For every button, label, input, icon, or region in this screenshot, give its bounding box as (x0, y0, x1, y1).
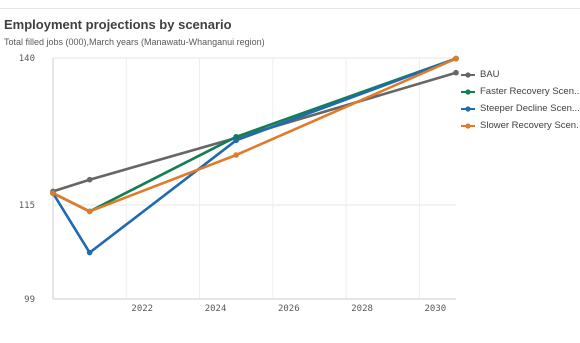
y-tick-label: 115 (19, 201, 35, 211)
x-tick-label: 2028 (351, 304, 373, 314)
legend-item[interactable]: Faster Recovery Scen... (461, 83, 579, 100)
legend-label: BAU (480, 69, 500, 80)
series-line-2[interactable] (51, 57, 457, 254)
x-tick-label: 2026 (278, 304, 300, 314)
series-line-0[interactable] (52, 71, 457, 193)
legend-swatch (461, 122, 475, 129)
data-point[interactable] (233, 137, 239, 144)
legend-item[interactable]: BAU (461, 66, 579, 83)
legend-swatch (461, 105, 475, 112)
page-separator (0, 8, 580, 9)
legend-label: Slower Recovery Scen... (480, 120, 579, 131)
data-point[interactable] (453, 69, 459, 76)
legend-item[interactable]: Steeper Decline Scen... (461, 100, 579, 117)
data-point[interactable] (86, 176, 93, 183)
data-point[interactable] (233, 152, 239, 158)
chart-card: Employment projections by scenario Total… (4, 17, 265, 47)
data-point[interactable] (453, 55, 459, 62)
x-tick-label: 2024 (205, 304, 227, 314)
x-tick-label: 2030 (425, 304, 447, 314)
legend-item[interactable]: Slower Recovery Scen... (461, 117, 579, 134)
legend-label: Steeper Decline Scen... (480, 103, 579, 114)
chart-subtitle: Total filled jobs (000),March years (Man… (4, 37, 265, 47)
y-tick-label: 140 (19, 54, 35, 64)
data-point[interactable] (86, 208, 93, 215)
legend-swatch (461, 71, 475, 78)
x-tick-label: 2022 (131, 304, 153, 314)
data-point[interactable] (86, 249, 93, 256)
y-tick-label: 99 (24, 295, 35, 305)
series-line-3[interactable] (52, 57, 457, 213)
data-point[interactable] (50, 190, 56, 196)
series-points (50, 55, 459, 256)
legend-swatch (461, 88, 475, 95)
series-lines (51, 57, 457, 254)
axes: 99 115 140 2022 2024 2026 2028 2030 (19, 54, 456, 314)
grid (53, 57, 456, 300)
chart-legend[interactable]: BAU Faster Recovery Scen... Steeper Declin… (461, 66, 579, 134)
legend-label: Faster Recovery Scen... (480, 86, 579, 97)
chart-title: Employment projections by scenario (4, 17, 232, 32)
